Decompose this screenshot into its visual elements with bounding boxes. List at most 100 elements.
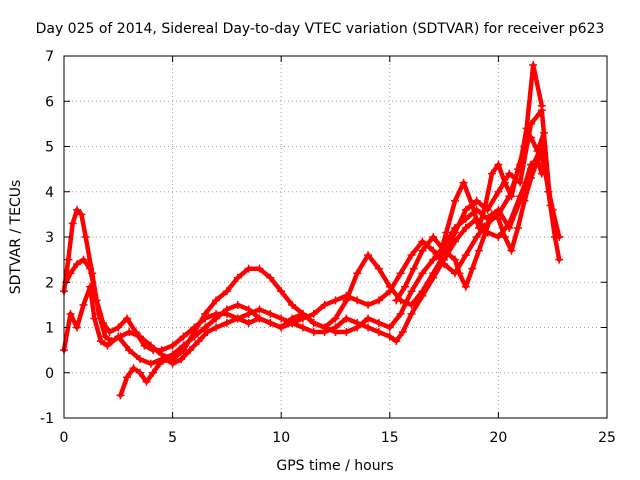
data-point — [309, 328, 318, 337]
data-point — [73, 260, 82, 269]
data-point — [364, 251, 373, 260]
data-point — [500, 178, 509, 187]
data-point — [298, 314, 307, 323]
data-point — [68, 219, 77, 228]
data-point — [244, 264, 253, 273]
data-point — [122, 373, 131, 382]
data-point — [114, 323, 123, 332]
data-point — [212, 296, 221, 305]
data-point — [90, 314, 99, 323]
data-point — [418, 237, 427, 246]
data-point — [177, 355, 186, 364]
data-point — [73, 205, 82, 214]
data-point — [407, 251, 416, 260]
data-point — [79, 300, 88, 309]
data-point — [385, 287, 394, 296]
data-point — [401, 282, 410, 291]
y-tick-label: 5 — [45, 140, 54, 156]
x-tick-label: 10 — [272, 430, 290, 446]
data-point — [481, 201, 490, 210]
data-point — [64, 255, 73, 264]
data-point — [461, 223, 470, 232]
x-tick-label: 5 — [168, 430, 177, 446]
data-point — [342, 328, 351, 337]
data-point — [309, 309, 318, 318]
data-point — [461, 251, 470, 260]
data-point — [342, 291, 351, 300]
data-point — [537, 101, 546, 110]
data-point — [533, 147, 542, 156]
plot-area — [60, 61, 564, 400]
data-point — [122, 314, 131, 323]
data-point — [201, 323, 210, 332]
x-tick-label: 25 — [598, 430, 616, 446]
y-tick-label: 7 — [45, 49, 54, 65]
data-point — [505, 169, 514, 178]
data-point — [277, 314, 286, 323]
data-point — [526, 133, 535, 142]
y-tick-label: 2 — [45, 275, 54, 291]
data-point — [507, 246, 516, 255]
data-point — [233, 273, 242, 282]
data-point — [440, 255, 449, 264]
data-point — [364, 323, 373, 332]
data-point — [474, 223, 483, 232]
data-point — [520, 196, 529, 205]
data-point — [255, 314, 264, 323]
data-point — [146, 359, 155, 368]
data-point — [222, 309, 231, 318]
series-pass-f — [437, 130, 547, 258]
data-point — [494, 187, 503, 196]
data-point — [450, 228, 459, 237]
data-point — [500, 233, 509, 241]
data-point — [66, 309, 75, 318]
data-point — [513, 165, 522, 174]
data-point — [374, 296, 383, 305]
data-point — [385, 332, 394, 341]
data-point — [507, 192, 516, 201]
data-point — [537, 169, 546, 178]
data-point — [474, 246, 483, 255]
data-point — [353, 318, 362, 327]
data-point — [244, 318, 253, 327]
data-point — [266, 318, 275, 327]
data-point — [385, 323, 394, 332]
y-tick-label: 6 — [45, 94, 54, 110]
data-point — [103, 341, 112, 350]
series-pass-d — [118, 144, 562, 398]
data-point — [233, 314, 242, 323]
data-point — [409, 264, 418, 273]
data-point — [331, 296, 340, 305]
data-point — [407, 287, 416, 296]
data-point — [136, 355, 145, 364]
y-axis-label: SDTVAR / TECUs — [8, 180, 24, 295]
data-point — [418, 269, 427, 278]
data-point — [320, 300, 329, 309]
data-point — [140, 341, 149, 350]
data-point — [222, 287, 231, 296]
data-point — [73, 323, 82, 332]
data-point — [450, 255, 459, 264]
data-point — [131, 328, 140, 337]
data-point — [487, 210, 496, 219]
data-point — [505, 219, 514, 228]
data-point — [396, 269, 405, 278]
data-point — [353, 269, 362, 278]
data-point — [481, 228, 490, 237]
data-point — [288, 300, 297, 309]
data-point — [77, 210, 86, 219]
data-point — [194, 337, 203, 346]
data-point — [450, 237, 459, 246]
data-point — [266, 309, 275, 318]
data-point — [450, 196, 459, 205]
data-point — [179, 332, 188, 341]
data-point — [136, 368, 145, 377]
data-point — [203, 328, 212, 337]
data-point — [157, 346, 166, 355]
data-point — [168, 341, 177, 350]
data-point — [129, 364, 138, 373]
data-point — [396, 309, 405, 318]
data-point — [222, 318, 231, 327]
data-point — [472, 196, 481, 205]
data-point — [201, 314, 210, 323]
